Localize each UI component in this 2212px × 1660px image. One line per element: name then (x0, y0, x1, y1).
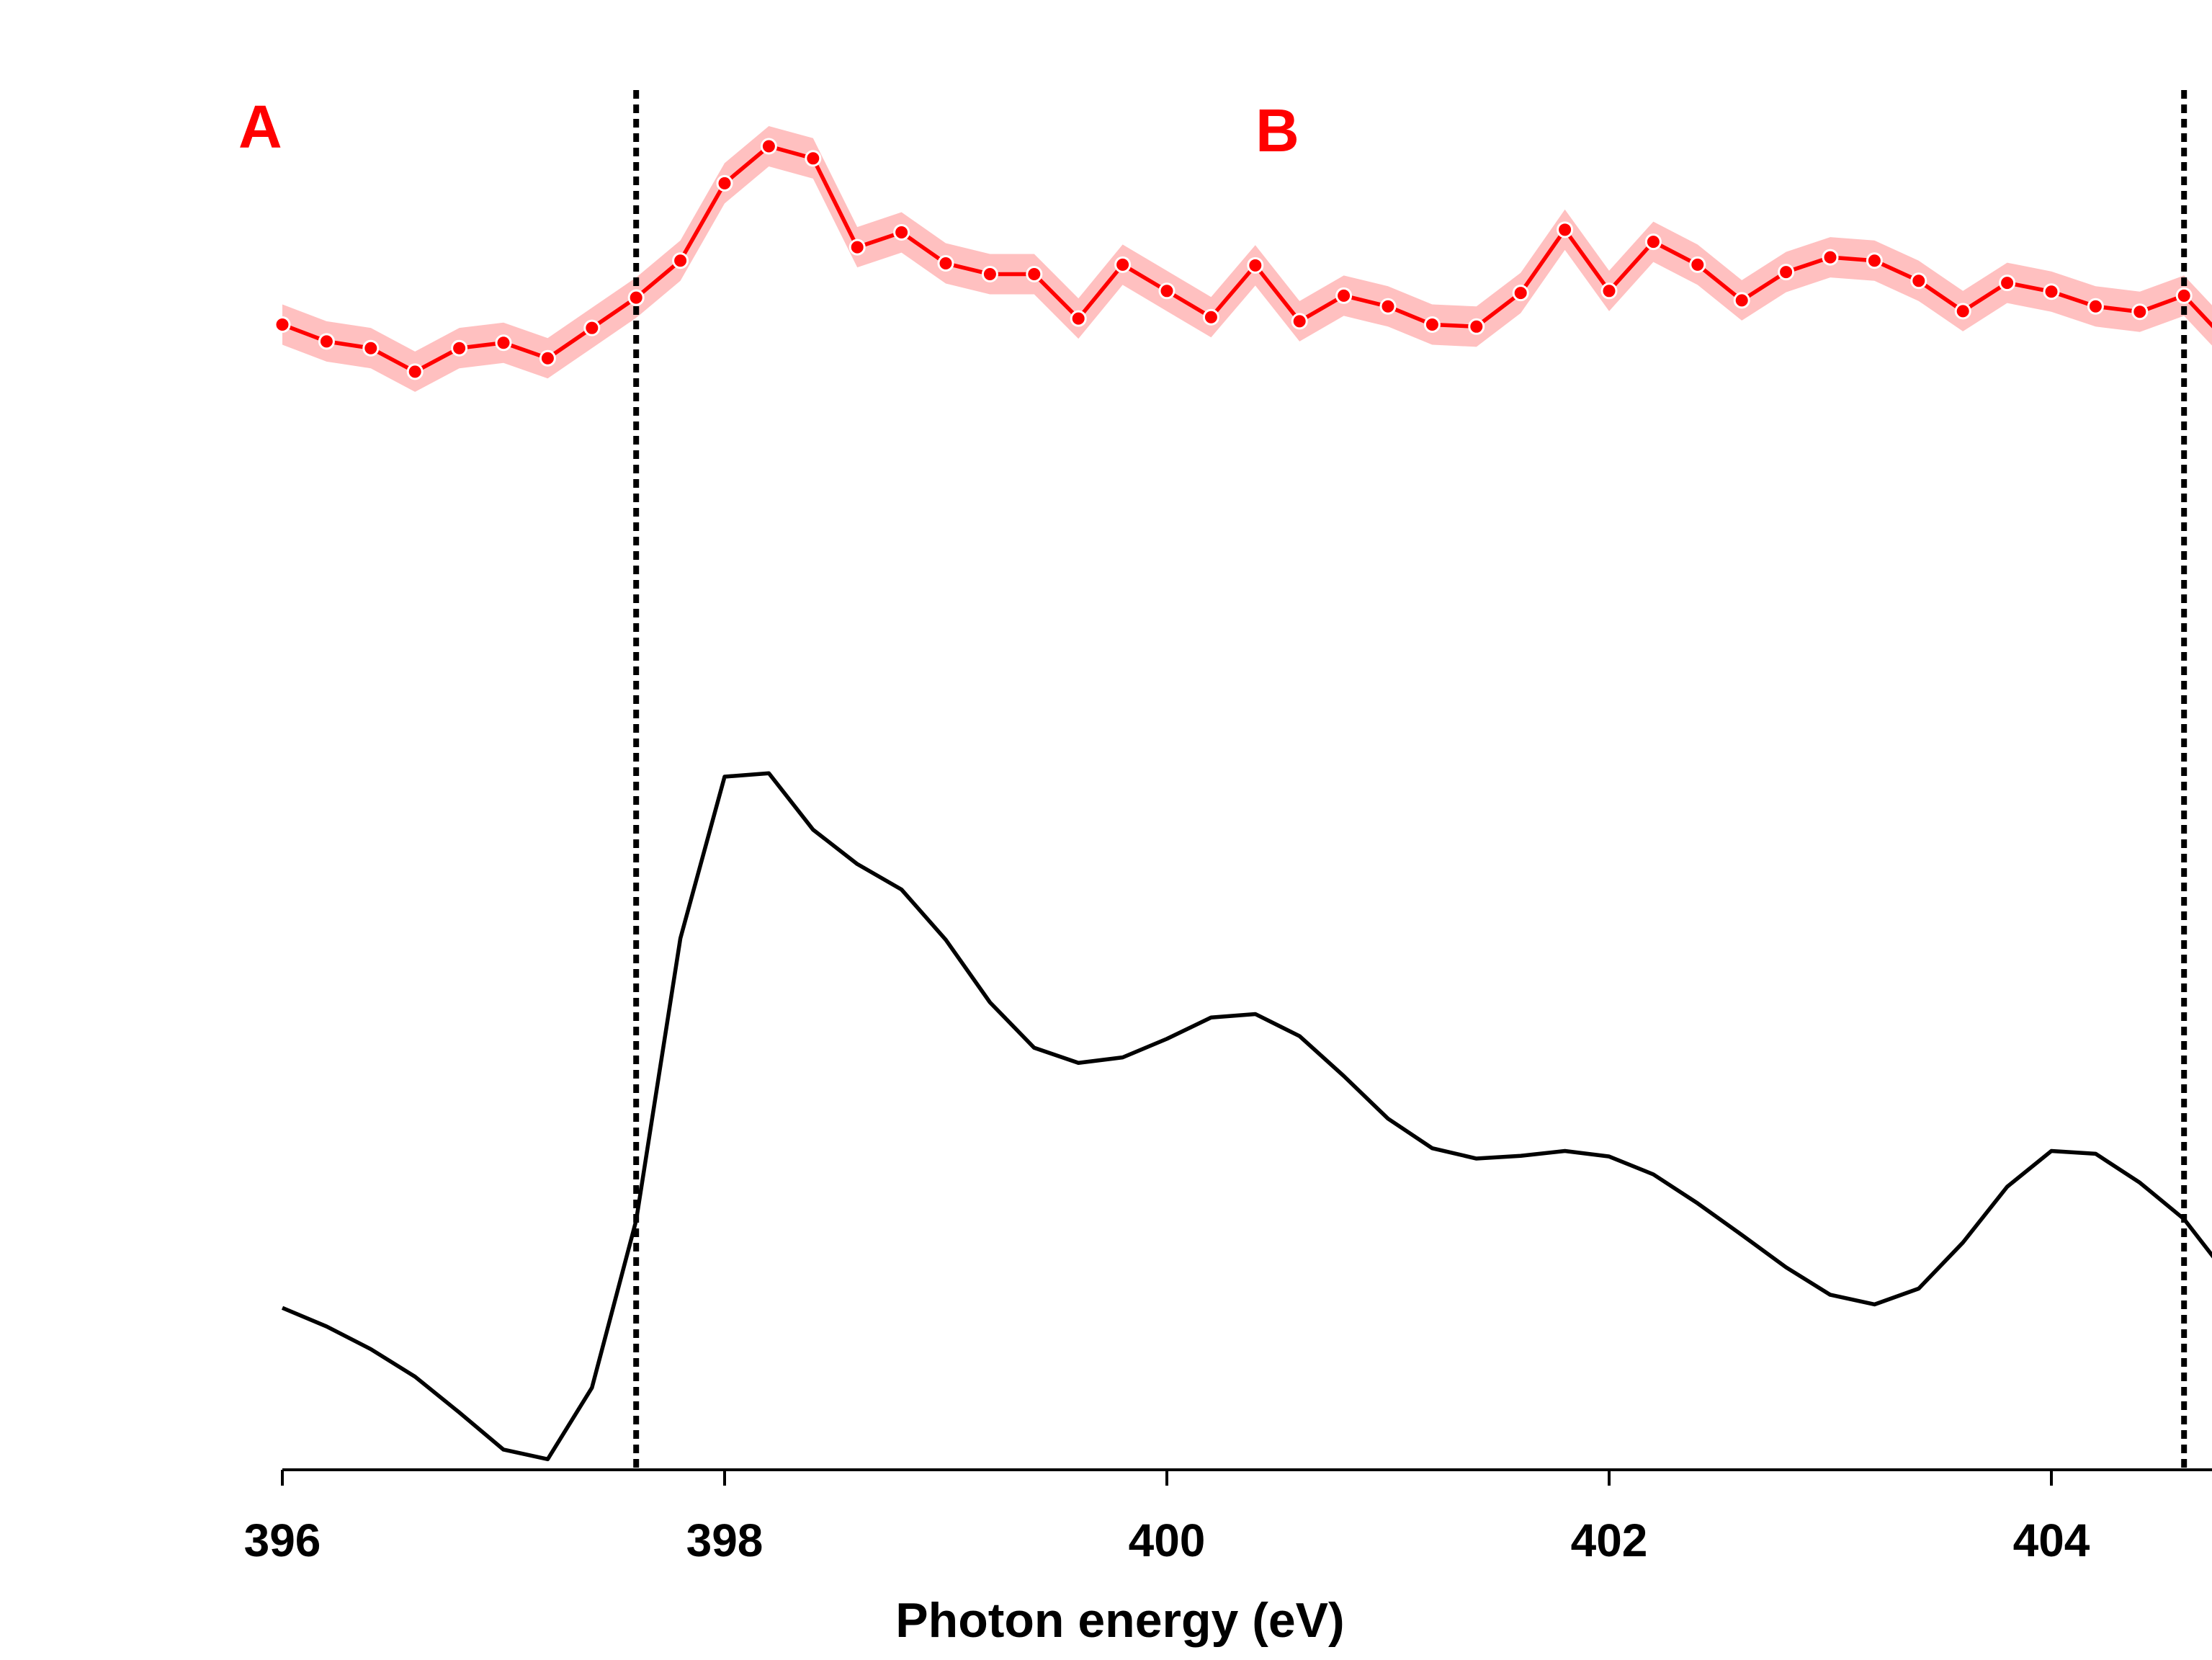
red-series-point (539, 349, 556, 367)
red-series-point (848, 238, 866, 256)
red-series-point (451, 339, 468, 357)
red-series-point (1291, 313, 1308, 330)
x-tick-label: 402 (1571, 1514, 1648, 1566)
red-series-point (981, 265, 998, 282)
red-series-point (362, 339, 380, 357)
red-series-point (495, 334, 512, 352)
region-label-a: A (238, 93, 282, 161)
red-series-point (1733, 292, 1750, 309)
red-series-line (282, 144, 2212, 374)
red-series-point (274, 316, 291, 334)
x-tick-label: 398 (686, 1514, 764, 1566)
red-series-point (1999, 275, 2016, 292)
red-series-point (1822, 249, 1839, 266)
red-series-point (406, 363, 424, 380)
black-series-layer (281, 771, 2212, 1462)
region-label-b: B (1255, 97, 1299, 164)
red-series-point (1070, 310, 1087, 327)
red-series-point (1866, 252, 1883, 269)
region-labels: ABC (238, 93, 1299, 164)
red-series-point (1247, 256, 1264, 274)
red-series-point (760, 138, 777, 155)
red-series-point (1423, 316, 1441, 334)
red-series-point (1202, 308, 1219, 326)
red-series-point (1557, 221, 1574, 238)
red-series-point (2087, 298, 2104, 315)
red-series-point (893, 224, 910, 241)
red-series-point (1644, 233, 1662, 251)
x-tick-label: 396 (244, 1514, 321, 1566)
red-series-point (2131, 303, 2149, 321)
red-series-point (1335, 287, 1353, 304)
red-series-point (2043, 283, 2060, 300)
uncertainty-band-layer (282, 125, 2212, 392)
red-series-point (1600, 282, 1618, 300)
red-series-point (583, 319, 601, 336)
x-axis-title: Photon energy (eV) (895, 1593, 1344, 1648)
red-series-uncertainty-band (282, 125, 2212, 392)
x-tick-label: 404 (2013, 1514, 2090, 1566)
red-series-point (1778, 264, 1795, 281)
red-series-point (805, 150, 822, 167)
black-series-line (281, 771, 2212, 1462)
x-axis: 396398400402404406408410 (244, 1468, 2212, 1566)
red-series-point (627, 289, 645, 306)
red-series-point (1468, 318, 1485, 335)
red-series-point (672, 252, 689, 269)
x-tick-label: 400 (1129, 1514, 1206, 1566)
red-series-point (1379, 298, 1397, 315)
red-series-point (1689, 256, 1706, 273)
red-series-point (716, 174, 733, 192)
red-series-point (1910, 272, 1927, 290)
red-series-point (1026, 265, 1043, 282)
red-series-point (318, 333, 335, 350)
red-series-point (1954, 303, 1971, 320)
red-series-layer (274, 138, 2212, 380)
red-series-point (1512, 285, 1529, 302)
red-series-point (1114, 256, 1132, 273)
red-series-point (1158, 282, 1176, 300)
red-series-point (937, 255, 954, 272)
red-series-point (2175, 287, 2193, 304)
